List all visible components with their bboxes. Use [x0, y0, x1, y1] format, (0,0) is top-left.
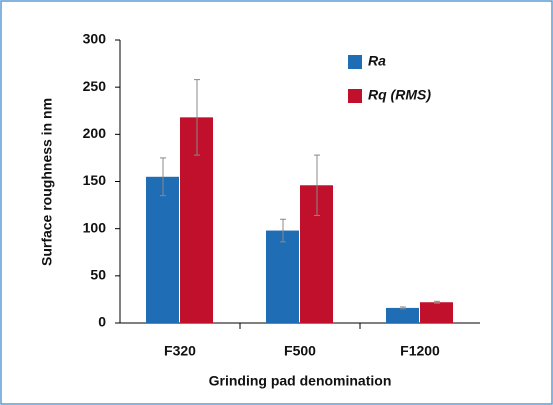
y-tick-label: 100 — [83, 219, 107, 235]
legend-label: Ra — [368, 53, 386, 69]
error-bar — [434, 300, 440, 304]
error-bar — [194, 79, 200, 156]
error-bar — [280, 218, 286, 243]
x-tick-label: F1200 — [400, 343, 440, 359]
x-tick-label: F500 — [284, 343, 316, 359]
error-bar — [314, 154, 320, 216]
bar — [146, 176, 179, 323]
y-tick-label: 50 — [90, 267, 106, 283]
error-bar — [160, 157, 166, 197]
y-axis-label: Surface roughness in nm — [39, 98, 55, 266]
error-bar — [400, 306, 406, 310]
legend-swatch — [348, 89, 362, 103]
bar — [266, 230, 299, 323]
y-tick-label: 0 — [98, 314, 106, 330]
y-tick-label: 300 — [83, 31, 107, 47]
x-axis-label: Grinding pad denomination — [209, 373, 392, 389]
y-tick-label: 250 — [83, 78, 107, 94]
bar — [420, 302, 453, 323]
y-tick-label: 200 — [83, 125, 107, 141]
legend-label: Rq (RMS) — [368, 87, 431, 103]
x-tick-label: F320 — [164, 343, 196, 359]
bar — [386, 307, 419, 323]
y-tick-label: 150 — [83, 172, 107, 188]
legend-swatch — [348, 55, 362, 69]
